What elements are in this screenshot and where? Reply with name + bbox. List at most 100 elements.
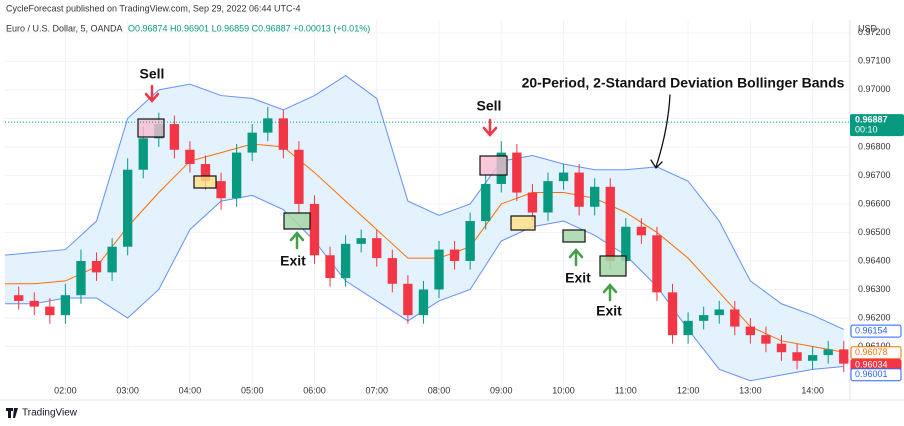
x-tick-label: 05:00: [241, 385, 264, 395]
candle-body: [761, 335, 771, 344]
band-fill: [5, 75, 844, 381]
candle-body: [449, 249, 460, 261]
candle-body: [340, 243, 351, 279]
candle-body: [169, 124, 180, 150]
arrows: [144, 84, 671, 302]
x-tick-label: 11:00: [615, 385, 637, 395]
price-tag: [850, 346, 902, 360]
y-tick-label: 0.96100: [858, 341, 891, 351]
candle-body: [698, 315, 709, 321]
y-tick-label: 0.97100: [858, 56, 891, 66]
x-tick-label: 06:00: [303, 385, 326, 395]
candle-body: [185, 149, 195, 165]
candle-body: [263, 118, 273, 133]
candle-body: [418, 289, 429, 316]
countdown: 00:10: [855, 124, 878, 134]
x-tick-label: 10:00: [552, 385, 575, 395]
candle-body: [107, 246, 117, 273]
band-middle: [5, 143, 844, 353]
signal-box: [510, 215, 536, 231]
annotation: 20-Period, 2-Standard Deviation Bollinge…: [522, 75, 845, 91]
candle-body: [621, 226, 631, 261]
candle-body: [91, 260, 102, 273]
candle-body: [138, 138, 148, 170]
price-tag-label: 0.96078: [855, 347, 888, 357]
footer: TradingView: [22, 408, 78, 419]
candle-body: [652, 235, 662, 293]
y-tick-label: 0.96300: [858, 284, 891, 294]
pointer-arrow: [650, 94, 671, 170]
signal-box: [193, 175, 217, 189]
y-tick-label: 0.96400: [858, 255, 891, 265]
candle-body: [512, 152, 522, 193]
candle-body: [792, 352, 802, 361]
annotation: Sell: [140, 66, 165, 82]
candle-body: [29, 300, 39, 307]
candle-body: [387, 258, 397, 284]
sell-arrow: [144, 84, 160, 103]
y-tick-label: 0.97000: [858, 84, 891, 94]
currency: USD: [858, 23, 878, 33]
candle-body: [356, 238, 366, 244]
highlight-boxes: [137, 118, 627, 277]
candle-body: [807, 355, 818, 361]
candle-body: [730, 309, 740, 327]
last-price-label: 0.96887: [855, 114, 888, 124]
candle-body: [574, 172, 584, 207]
x-tick-label: 09:00: [490, 385, 513, 395]
candle-body: [714, 309, 724, 316]
price-tag-label: 0.96154: [855, 325, 888, 335]
y-tick-label: 0.96700: [858, 170, 891, 180]
candle-body: [667, 292, 678, 336]
publisher-line: CycleForecast published on TradingView.c…: [6, 3, 301, 13]
exit-arrow: [289, 231, 305, 250]
candle-body: [278, 118, 289, 150]
x-tick-label: 13:00: [739, 385, 762, 395]
price-tag: [850, 324, 902, 338]
candle-body: [558, 172, 569, 182]
annotation: Exit: [280, 253, 306, 269]
band-upper: [5, 75, 844, 330]
candle-body: [294, 149, 304, 204]
candle-body: [76, 260, 86, 296]
candle-body: [590, 186, 600, 207]
y-tick-label: 0.96600: [858, 198, 891, 208]
x-tick-label: 03:00: [116, 385, 139, 395]
candle-body: [14, 295, 24, 301]
exit-box: [562, 229, 586, 243]
exit-box: [283, 212, 311, 230]
candle-body: [823, 349, 833, 356]
candle-body: [776, 343, 787, 353]
x-tick-label: 12:00: [677, 385, 700, 395]
y-tick-label: 0.96500: [858, 227, 891, 237]
symbol: Euro / U.S. Dollar, 5, OANDA: [6, 23, 123, 33]
candle-body: [683, 320, 693, 336]
price-tag-label: 0.96001: [855, 369, 888, 379]
candle-body: [60, 295, 71, 316]
y-tick-label: 0.96800: [858, 141, 891, 151]
x-tick-label: 14:00: [801, 385, 824, 395]
exit-box: [599, 255, 627, 277]
candle-body: [372, 238, 382, 259]
candle-body: [745, 326, 756, 336]
y-tick-label: 0.96200: [858, 312, 891, 322]
candle-body: [216, 181, 226, 199]
x-tick-label: 07:00: [365, 385, 388, 395]
sell-box: [479, 155, 508, 176]
x-tick-label: 08:00: [428, 385, 451, 395]
annotation: Exit: [565, 270, 591, 286]
candle-body: [636, 226, 647, 236]
y-tick-label: 0.97200: [858, 27, 891, 37]
candle-body: [481, 183, 491, 222]
candle-body: [839, 349, 849, 364]
x-tick-label: 02:00: [54, 385, 77, 395]
candle-body: [309, 203, 320, 256]
last-price-tag: [850, 114, 904, 137]
candle-body: [543, 181, 553, 213]
candle-body: [403, 283, 413, 316]
candle-body: [434, 249, 444, 290]
candle-body: [605, 186, 615, 261]
exit-arrow: [568, 248, 584, 267]
candle-body: [45, 306, 55, 316]
